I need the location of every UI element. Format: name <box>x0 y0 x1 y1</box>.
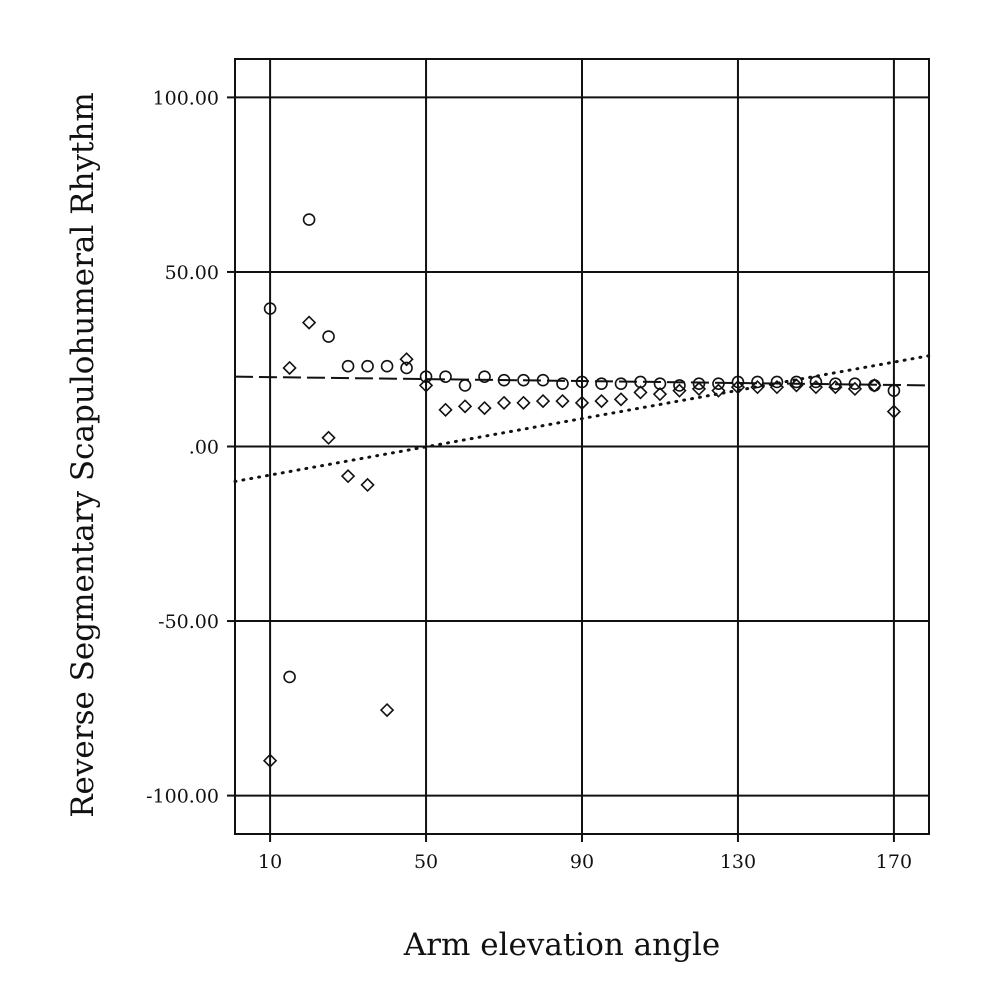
circle-point <box>751 375 764 389</box>
diamond-point <box>750 380 765 395</box>
diamond-point <box>282 360 297 376</box>
circle-point <box>322 330 335 343</box>
circle-point <box>673 379 686 392</box>
diamond-point <box>379 702 395 718</box>
diamond-point <box>613 392 629 407</box>
diamond-point <box>886 404 902 419</box>
diamond-point <box>574 395 590 410</box>
y-tick-label: 50.00 <box>165 262 219 284</box>
circle-point <box>400 361 413 375</box>
diamond-point <box>516 395 531 410</box>
x-tick-labels: 10 50 90 130 170 <box>258 851 912 873</box>
diamond-point <box>477 400 492 416</box>
circle-point <box>790 375 803 389</box>
diamond-point <box>691 381 707 397</box>
diamond-point <box>594 393 609 409</box>
circle-point <box>302 213 316 226</box>
diamond-point <box>301 315 317 330</box>
diamond-point <box>418 378 434 393</box>
diamond-point <box>555 393 570 409</box>
data-points <box>262 213 902 768</box>
x-axis-label: Arm elevation angle <box>403 927 720 963</box>
y-tick-label: .00 <box>189 437 219 459</box>
y-axis-label: Reverse Segmentary Scapulohumeral Rhythm <box>65 92 101 818</box>
x-tick-label: 90 <box>570 851 594 873</box>
grid <box>227 59 929 842</box>
diamond-point <box>360 477 375 493</box>
diamond-point <box>399 352 414 367</box>
diamond-point <box>672 383 687 398</box>
circle-point <box>517 373 530 387</box>
diamond-point <box>496 395 512 410</box>
diamond-point <box>730 380 746 395</box>
y-tick-label: 100.00 <box>153 87 219 109</box>
diamond-point <box>847 381 863 397</box>
x-tick-label: 10 <box>258 851 282 873</box>
diamond-point <box>867 378 882 393</box>
diamond-point <box>340 469 356 484</box>
diamond-point <box>321 430 336 445</box>
y-tick-label: -50.00 <box>158 611 219 633</box>
diamond-point <box>769 380 785 395</box>
y-tick-labels: 100.00 50.00 .00 -50.00 -100.00 <box>146 87 219 807</box>
circle-point <box>770 375 784 389</box>
circle-point <box>829 377 842 390</box>
circle-point <box>263 302 277 315</box>
x-tick-label: 50 <box>414 851 438 873</box>
circle-point <box>731 375 745 389</box>
diamond-point <box>457 399 473 414</box>
diamond-point <box>808 380 824 395</box>
circle-point <box>380 359 394 373</box>
circle-point <box>536 373 550 387</box>
circle-point <box>341 359 355 373</box>
y-tick-label: -100.00 <box>146 786 219 808</box>
diamond-point <box>633 385 648 400</box>
x-tick-label: 130 <box>720 851 756 873</box>
circle-point <box>439 370 452 383</box>
circle-point <box>556 377 569 390</box>
dotted-reference-line <box>233 354 931 483</box>
circle-point <box>887 384 901 397</box>
circle-point <box>497 373 511 387</box>
circle-point <box>478 370 491 383</box>
circle-point <box>848 377 862 390</box>
diamond-point <box>711 383 726 398</box>
diamond-point <box>652 387 668 402</box>
diamond-point <box>789 378 804 393</box>
circle-point <box>361 359 374 373</box>
circle-point <box>809 375 823 389</box>
x-tick-label: 170 <box>876 851 912 873</box>
circle-point <box>614 377 628 390</box>
circle-point <box>575 375 589 389</box>
circle-point <box>712 377 725 390</box>
diamond-point <box>438 402 453 417</box>
diamond-point <box>828 380 843 395</box>
circle-point <box>458 379 472 392</box>
plot-frame <box>234 58 930 835</box>
diamond-point <box>535 393 551 409</box>
circle-point <box>283 670 296 684</box>
circle-point <box>595 377 608 390</box>
diamond-point <box>262 753 278 768</box>
circle-point <box>692 377 706 390</box>
circle-point <box>419 370 433 383</box>
